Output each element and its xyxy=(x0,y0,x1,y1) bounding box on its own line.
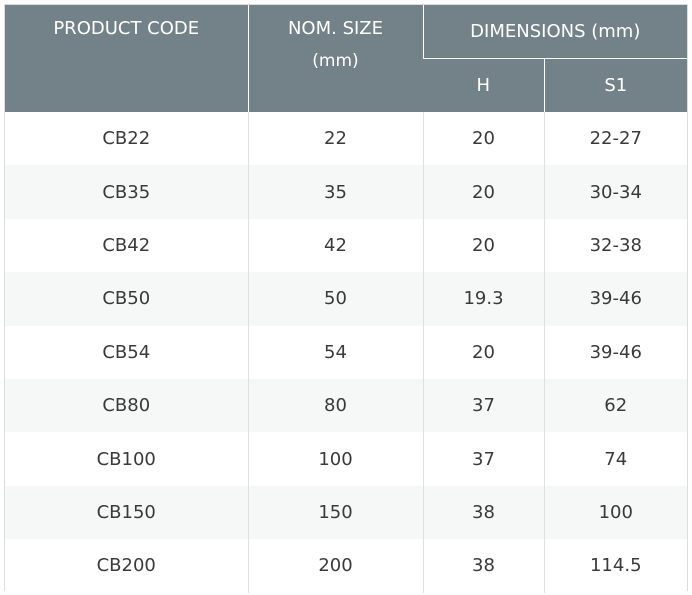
cell-nom-size: 200 xyxy=(247,539,423,593)
cell-s1: 22-27 xyxy=(543,112,688,166)
cell-product-code: CB80 xyxy=(5,378,248,433)
cell-product-code: CB100 xyxy=(5,432,248,486)
header-s1: S1 xyxy=(543,58,688,112)
table-row: CB150 150 38 100 xyxy=(5,485,688,540)
header-nom-size: NOM. SIZE (mm) xyxy=(247,5,423,112)
cell-s1: 62 xyxy=(543,378,688,433)
cell-product-code: CB150 xyxy=(5,485,248,540)
cell-s1: 39-46 xyxy=(543,325,688,379)
table-row: CB35 35 20 30-34 xyxy=(5,165,688,219)
header-nom-size-label: NOM. SIZE xyxy=(287,18,384,39)
product-dimensions-table: PRODUCT CODE NOM. SIZE (mm) DIMENSIONS (… xyxy=(5,5,688,593)
cell-s1: 100 xyxy=(543,485,688,540)
table-row: CB100 100 37 74 xyxy=(5,432,688,486)
cell-s1: 39-46 xyxy=(543,272,688,326)
cell-h: 38 xyxy=(422,539,544,593)
cell-product-code: CB200 xyxy=(5,539,248,593)
table-header: PRODUCT CODE NOM. SIZE (mm) DIMENSIONS (… xyxy=(5,5,688,112)
cell-product-code: CB50 xyxy=(5,272,248,326)
cell-product-code: CB54 xyxy=(5,325,248,379)
cell-nom-size: 150 xyxy=(247,485,423,540)
cell-nom-size: 100 xyxy=(247,432,423,486)
header-h: H xyxy=(423,58,544,112)
cell-nom-size: 54 xyxy=(247,325,423,379)
cell-h: 37 xyxy=(422,378,544,433)
cell-s1: 114.5 xyxy=(543,539,688,593)
table-row: CB42 42 20 32-38 xyxy=(5,218,688,273)
header-product-code-label: PRODUCT CODE xyxy=(53,18,200,39)
table-body: CB22 22 20 22-27 CB35 35 20 30-34 CB42 42 20 32-38 C… xyxy=(5,112,688,593)
cell-h: 19.3 xyxy=(422,272,544,326)
cell-nom-size: 80 xyxy=(247,378,423,433)
cell-product-code: CB22 xyxy=(5,112,248,166)
cell-h: 37 xyxy=(422,432,544,486)
cell-h: 38 xyxy=(422,485,544,540)
cell-s1: 30-34 xyxy=(543,165,688,219)
product-table-container: PRODUCT CODE NOM. SIZE (mm) DIMENSIONS (… xyxy=(4,4,688,593)
cell-product-code: CB35 xyxy=(5,165,248,219)
table-row: CB54 54 20 39-46 xyxy=(5,325,688,379)
cell-product-code: CB42 xyxy=(5,218,248,273)
cell-s1: 74 xyxy=(543,432,688,486)
cell-nom-size: 35 xyxy=(247,165,423,219)
cell-nom-size: 22 xyxy=(247,112,423,166)
cell-nom-size: 42 xyxy=(247,218,423,273)
cell-h: 20 xyxy=(422,112,544,166)
header-dimensions: DIMENSIONS (mm) xyxy=(422,5,688,59)
cell-nom-size: 50 xyxy=(247,272,423,326)
table-row: CB200 200 38 114.5 xyxy=(5,539,688,593)
table-row: CB50 50 19.3 39-46 xyxy=(5,272,688,326)
table-row: CB22 22 20 22-27 xyxy=(5,112,688,166)
cell-h: 20 xyxy=(422,325,544,379)
cell-s1: 32-38 xyxy=(543,218,688,273)
header-product-code: PRODUCT CODE xyxy=(5,5,248,112)
header-nom-size-unit: (mm) xyxy=(312,51,359,71)
table-row: CB80 80 37 62 xyxy=(5,378,688,433)
cell-h: 20 xyxy=(422,165,544,219)
cell-h: 20 xyxy=(422,218,544,273)
